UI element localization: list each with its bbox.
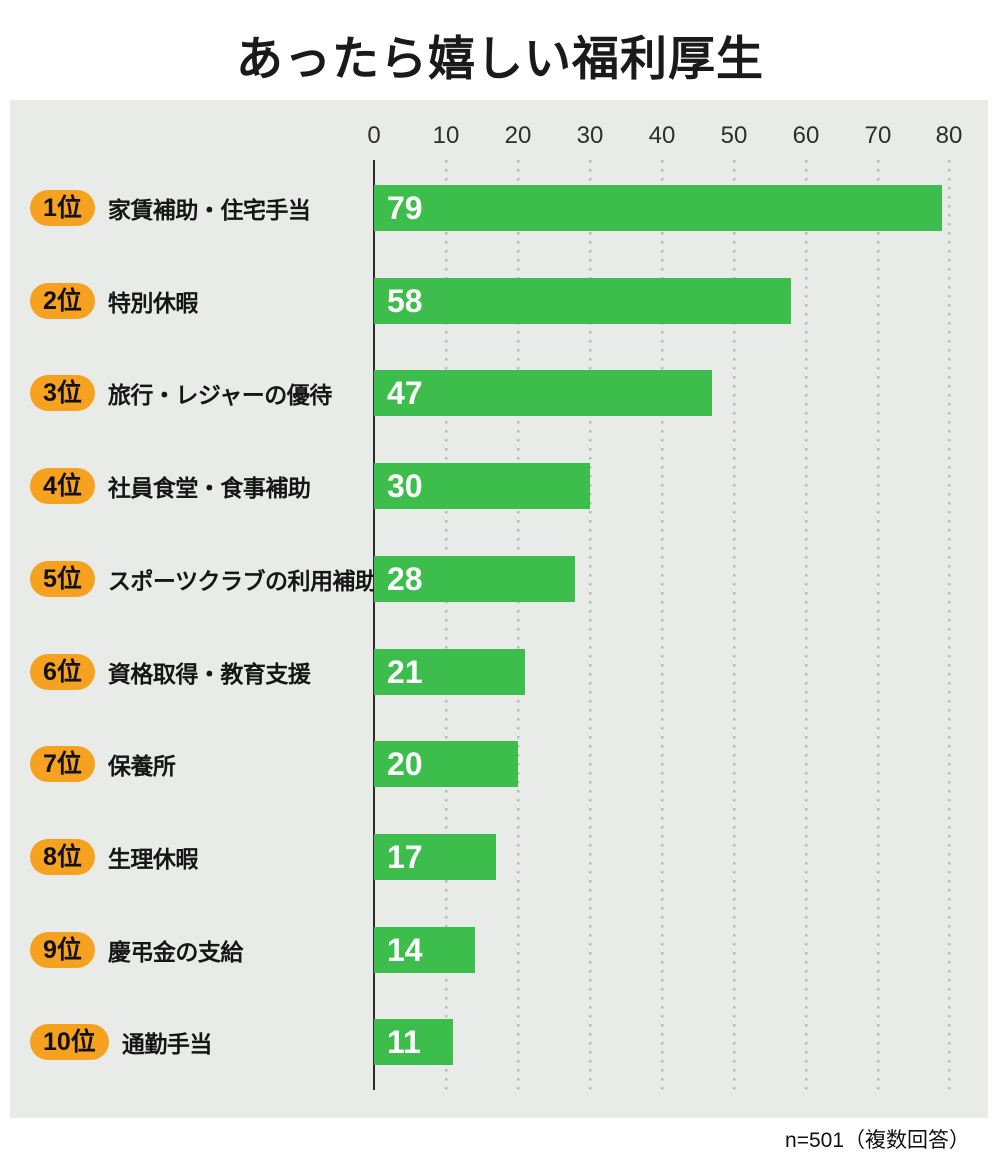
bar-value: 58	[387, 283, 423, 319]
bar-value: 14	[387, 932, 423, 968]
gridline	[733, 160, 736, 1090]
rank-badge: 6位	[30, 654, 95, 690]
axis-tick-label: 80	[935, 122, 963, 149]
gridline	[661, 160, 664, 1090]
gridline	[445, 160, 448, 1090]
chart-row: 6位 資格取得・教育支援 21	[10, 649, 988, 695]
category-label: 資格取得・教育支援	[107, 661, 311, 687]
axis-tick-label: 0	[367, 122, 381, 149]
rank-badge: 2位	[30, 283, 95, 319]
row-head: 9位 慶弔金の支給	[30, 927, 243, 973]
bar: 79	[374, 185, 942, 231]
chart-row: 5位 スポーツクラブの利用補助 28	[10, 556, 988, 602]
axis-tick-label: 40	[648, 122, 676, 149]
chart-row: 8位 生理休暇 17	[10, 834, 988, 880]
axis-tick-label: 70	[864, 122, 892, 149]
row-head: 8位 生理休暇	[30, 834, 198, 880]
chart-row: 7位 保養所 20	[10, 741, 988, 787]
category-label: 生理休暇	[107, 846, 199, 872]
bar: 30	[374, 463, 590, 509]
axis-tick-label: 10	[432, 122, 460, 149]
chart-row: 2位 特別休暇 58	[10, 278, 988, 324]
axis-tick-label: 50	[720, 122, 748, 149]
bar-value: 17	[387, 839, 423, 875]
category-label: 特別休暇	[107, 290, 199, 316]
gridline	[877, 160, 880, 1090]
gridline	[517, 160, 520, 1090]
bar: 47	[374, 370, 712, 416]
bar: 58	[374, 278, 791, 324]
axis-tick-label: 20	[504, 122, 532, 149]
gridline	[805, 160, 808, 1090]
row-head: 3位 旅行・レジャーの優待	[30, 370, 332, 416]
category-label: 保養所	[107, 753, 176, 779]
row-head: 7位 保養所	[30, 741, 176, 787]
row-head: 5位 スポーツクラブの利用補助	[30, 556, 378, 602]
chart-row: 3位 旅行・レジャーの優待 47	[10, 370, 988, 416]
rank-badge: 4位	[30, 468, 95, 504]
row-head: 4位 社員食堂・食事補助	[30, 463, 311, 509]
row-head: 2位 特別休暇	[30, 278, 198, 324]
bar-value: 11	[387, 1024, 421, 1060]
bar: 20	[374, 741, 518, 787]
rank-badge: 9位	[30, 932, 95, 968]
gridline	[589, 160, 592, 1090]
rank-badge: 10位	[30, 1024, 109, 1060]
bar-value: 47	[387, 375, 423, 411]
row-head: 1位 家賃補助・住宅手当	[30, 185, 311, 231]
category-label: 社員食堂・食事補助	[107, 475, 311, 501]
category-label: 家賃補助・住宅手当	[107, 197, 311, 223]
category-label: 旅行・レジャーの優待	[107, 382, 332, 408]
chart-panel: 0 10 20 30 40 50 60 70 80 1位 家賃補助・住宅手当 7…	[10, 100, 988, 1118]
rank-badge: 1位	[30, 190, 95, 226]
gridline	[948, 160, 951, 1090]
category-label: 慶弔金の支給	[107, 939, 244, 965]
bar-value: 79	[387, 190, 423, 226]
chart-title: あったら嬉しい福利厚生	[236, 32, 764, 85]
rank-badge: 7位	[30, 746, 95, 782]
rank-badge: 3位	[30, 375, 95, 411]
bar-value: 20	[387, 746, 423, 782]
y-axis-line	[373, 160, 375, 1090]
chart-row: 9位 慶弔金の支給 14	[10, 927, 988, 973]
chart-row: 10位 通勤手当 11	[10, 1019, 988, 1065]
bar: 21	[374, 649, 525, 695]
bar: 17	[374, 834, 496, 880]
row-head: 6位 資格取得・教育支援	[30, 649, 311, 695]
chart-row: 4位 社員食堂・食事補助 30	[10, 463, 988, 509]
axis-tick-label: 30	[576, 122, 604, 149]
bar: 14	[374, 927, 475, 973]
sample-size-note: n=501（複数回答）	[785, 1129, 970, 1152]
category-label: 通勤手当	[121, 1031, 213, 1057]
rank-badge: 5位	[30, 561, 95, 597]
row-head: 10位 通勤手当	[30, 1019, 212, 1065]
bar-value: 28	[387, 561, 423, 597]
bar: 28	[374, 556, 575, 602]
bar-value: 21	[387, 654, 423, 690]
bar: 11	[374, 1019, 453, 1065]
category-label: スポーツクラブの利用補助	[107, 568, 378, 594]
bar-value: 30	[387, 468, 423, 504]
chart-row: 1位 家賃補助・住宅手当 79	[10, 185, 988, 231]
rank-badge: 8位	[30, 839, 95, 875]
axis-tick-label: 60	[792, 122, 820, 149]
